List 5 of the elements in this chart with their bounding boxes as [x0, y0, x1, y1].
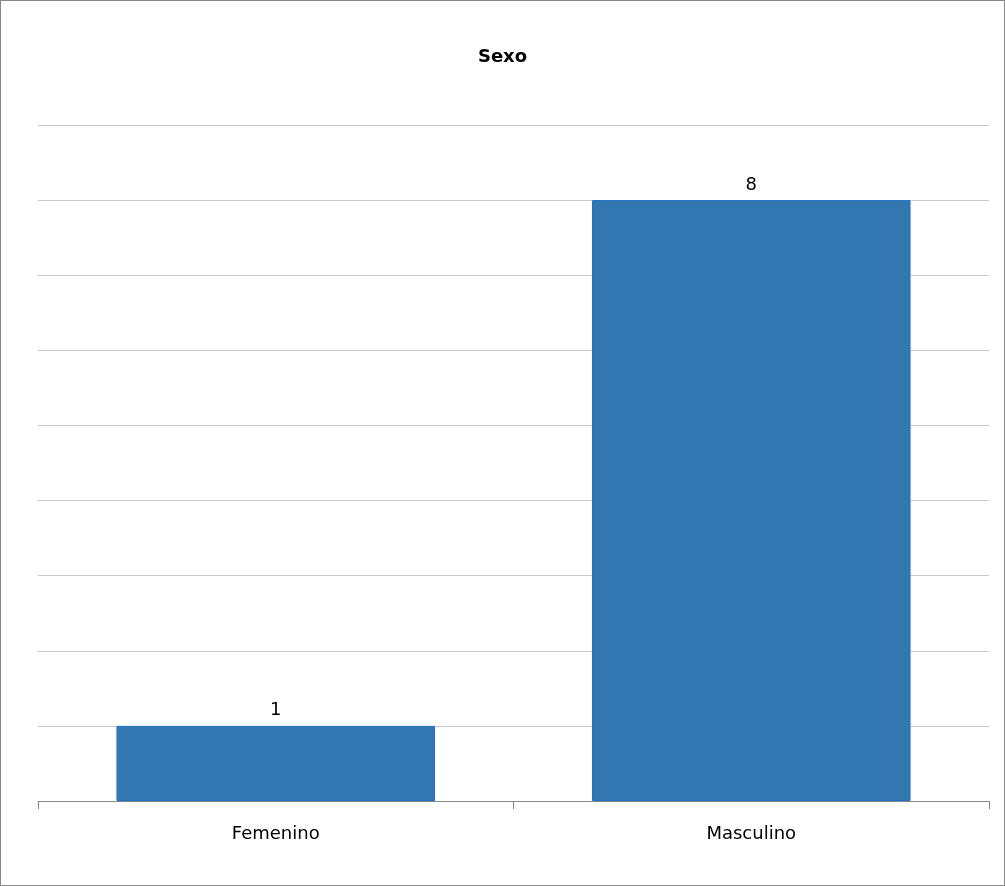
data-label: 8 [745, 172, 757, 194]
x-tick-label: Masculino [706, 821, 797, 843]
data-label: 1 [270, 698, 282, 720]
chart-title: Sexo [477, 44, 528, 66]
x-tick-label: Femenino [231, 821, 320, 843]
